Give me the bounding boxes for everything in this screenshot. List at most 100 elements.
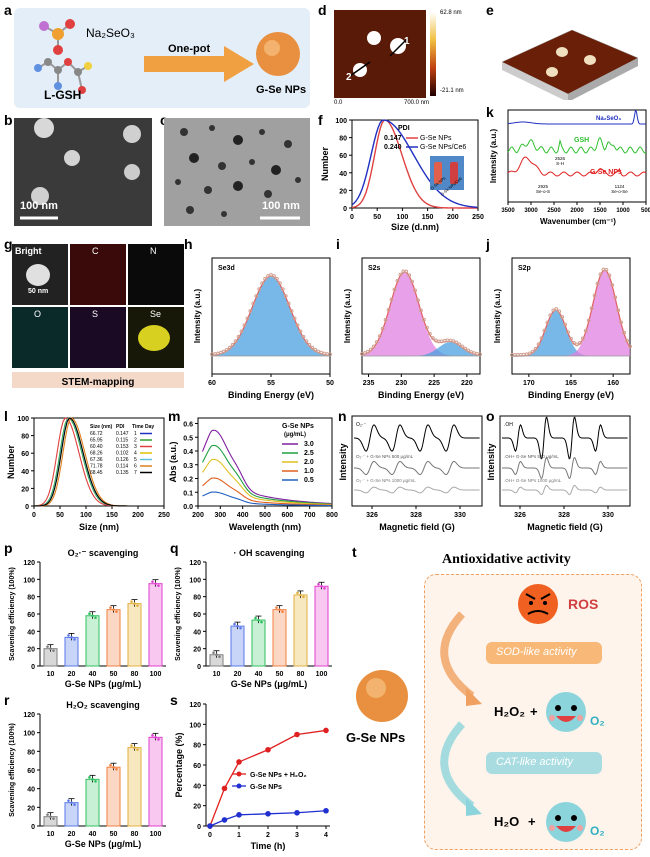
data-point <box>242 323 247 328</box>
y-tick-label: 0.6 <box>183 422 193 429</box>
data-point <box>269 273 273 277</box>
x-axis-label: Binding Energy (eV) <box>528 390 614 400</box>
panel-g-stem-mapping: Bright 50 nm C N O S Se STEM-mapping <box>12 244 184 402</box>
data-point <box>239 329 244 334</box>
data-point <box>475 351 479 356</box>
data-point <box>130 744 133 747</box>
data-point <box>227 345 232 350</box>
data-point <box>94 780 97 783</box>
data-point <box>233 339 238 344</box>
data-point <box>451 339 456 344</box>
y-tick-label: 100 <box>189 577 201 584</box>
x-tick-label: 100 <box>397 214 409 221</box>
series-line <box>351 119 477 209</box>
spectrum-label: O₂·⁻ + G-Se NPs 500 μg/mL <box>356 454 414 459</box>
x-tick-label: 200 <box>192 512 204 519</box>
data-point <box>572 340 576 345</box>
spectrum-label: O₂·⁻ + G-Se NPs 1000 μg/mL <box>356 478 416 483</box>
data-point <box>265 811 271 817</box>
x-tick-label: 700 <box>304 512 316 519</box>
cat-activity-badge <box>486 752 602 774</box>
table-cell: 4 <box>134 451 137 457</box>
data-point <box>254 294 259 298</box>
data-point <box>563 322 567 327</box>
stem-caption: STEM-mapping <box>12 372 184 388</box>
x-tick-label: 55 <box>267 380 275 387</box>
x-tick-label: 40 <box>255 671 263 678</box>
data-point <box>115 767 118 771</box>
y-tick-label: 20 <box>193 647 201 654</box>
y-tick-label: 120 <box>23 560 35 567</box>
x-tick-label: 50 <box>110 671 118 678</box>
panel-letter-s: s <box>170 692 178 708</box>
x-tick-label: 3000 <box>524 208 538 214</box>
data-point <box>263 276 267 281</box>
legend-title: PDI <box>398 125 410 132</box>
series-line <box>351 119 478 208</box>
data-point <box>154 736 157 739</box>
data-point <box>533 346 538 351</box>
sod-activity-badge <box>486 642 602 664</box>
x-tick-label: 330 <box>454 512 466 519</box>
y-tick-label: 60 <box>193 612 201 619</box>
spectrum-label: .OH+ G-Se NPs 500 μg/mL <box>504 454 559 459</box>
data-point <box>439 339 444 344</box>
data-point <box>307 342 312 347</box>
legend-label: 2.5 <box>304 450 314 457</box>
data-point <box>427 331 432 336</box>
x-tick-label: 250 <box>158 512 170 519</box>
data-point <box>254 616 257 620</box>
x-tick-label: 200 <box>132 512 144 519</box>
panel-c-tem-image: 100 nm <box>164 118 310 226</box>
panel-letter-n: n <box>338 408 347 424</box>
data-point <box>610 283 615 287</box>
data-point <box>392 287 397 292</box>
x-tick-label: 2 <box>266 832 270 839</box>
data-point <box>109 763 112 767</box>
y-tick-label: 20 <box>339 188 347 195</box>
data-point <box>52 649 55 652</box>
table-cell: 66.72 <box>90 431 103 437</box>
data-point <box>530 349 535 354</box>
panel-letter-g: g <box>4 236 13 252</box>
data-point <box>625 338 629 343</box>
x-tick-label: 20 <box>234 671 242 678</box>
y-axis-label: Number <box>6 445 16 480</box>
peak-fill <box>362 342 480 356</box>
data-point <box>430 336 435 340</box>
spectrum-label: O₂·⁻ <box>356 422 366 428</box>
data-point <box>221 785 228 792</box>
data-point <box>371 344 376 349</box>
data-point <box>73 803 76 806</box>
data-point <box>551 308 556 313</box>
y-tick-label: 80 <box>27 749 35 756</box>
x-axis-label: Magnetic field (G) <box>527 522 603 532</box>
data-point <box>151 580 154 583</box>
x-tick-label: 326 <box>366 512 378 519</box>
selenite-molecule-icon <box>39 19 75 55</box>
data-point <box>586 318 591 323</box>
data-point <box>157 584 160 587</box>
panel-n-epr-chart: 326 328 330 O₂·⁻ O₂·⁻ + G-Se NPs 500 μg/mL O₂… <box>338 408 486 540</box>
scale-bar-label: 100 nm <box>262 200 300 212</box>
data-point <box>419 308 423 313</box>
chart-title: O₂·⁻ scavenging <box>68 548 139 558</box>
x-tick-label: 220 <box>461 380 473 387</box>
data-point <box>566 330 570 335</box>
panel-letter-k: k <box>486 104 494 120</box>
panel-m-uvvis-chart: 200 300 400 500 600 700 800 0.0 0.1 0.2 0.3 0.4 0.5 0… <box>168 408 338 540</box>
data-point <box>469 350 474 354</box>
data-point <box>236 624 239 628</box>
data-point <box>619 320 624 325</box>
data-point <box>46 645 49 648</box>
data-point <box>548 313 553 318</box>
data-point <box>580 336 585 341</box>
y-tick-label: 80 <box>339 136 347 143</box>
panel-i-xps-chart: S2s 235 230 225 220 Intensity (a.u.) Binding E… <box>340 240 486 408</box>
y-tick-label: 0 <box>25 504 29 511</box>
axis-start-label: 0.0 <box>334 100 343 106</box>
table-cell: 0.115 <box>116 438 128 444</box>
chart-title: H₂O₂ scavenging <box>66 700 140 710</box>
panel-q-bar-chart: · OH scavenging 0 20 40 60 80 100 120 10 20 40 50 80… <box>170 544 340 692</box>
data-point <box>230 342 235 347</box>
